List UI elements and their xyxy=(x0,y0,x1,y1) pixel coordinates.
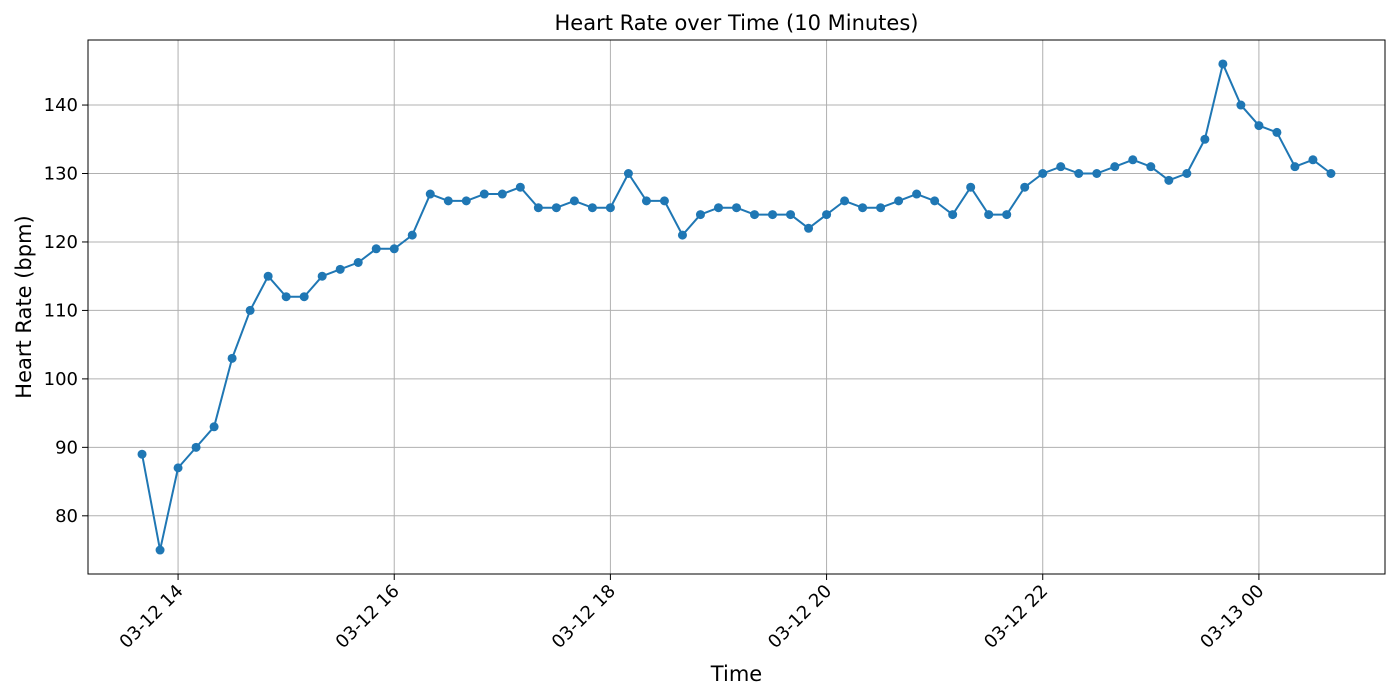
data-point xyxy=(876,203,886,213)
series-line-layer xyxy=(141,62,1332,552)
data-point xyxy=(317,271,327,281)
data-point xyxy=(966,182,976,192)
data-point xyxy=(695,210,705,220)
data-point xyxy=(948,210,958,220)
data-point xyxy=(984,210,994,220)
data-point xyxy=(371,244,381,254)
data-point xyxy=(677,230,687,240)
data-point xyxy=(1236,100,1246,110)
data-point xyxy=(912,189,922,199)
data-point xyxy=(840,196,850,206)
data-point xyxy=(479,189,489,199)
chart-title: Heart Rate over Time (10 Minutes) xyxy=(555,11,919,35)
data-point xyxy=(299,292,309,302)
grid-layer xyxy=(88,40,1385,574)
data-point xyxy=(1092,169,1102,178)
y-tick-label: 80 xyxy=(55,506,78,527)
data-point xyxy=(713,203,723,213)
data-point xyxy=(497,189,507,199)
data-point xyxy=(659,196,669,206)
data-point xyxy=(1164,175,1174,185)
data-point xyxy=(1074,169,1084,178)
data-point xyxy=(894,196,904,206)
data-point xyxy=(605,203,615,213)
data-point xyxy=(407,230,417,240)
data-point xyxy=(1002,210,1012,220)
y-axis-label: Heart Rate (bpm) xyxy=(12,215,36,398)
data-point xyxy=(1182,169,1192,178)
data-point xyxy=(750,210,760,220)
data-point xyxy=(930,196,940,206)
y-tick-label: 110 xyxy=(44,300,78,321)
data-point xyxy=(786,210,796,220)
data-point xyxy=(822,210,832,220)
data-point xyxy=(623,169,633,178)
x-tick-label: 03-12 20 xyxy=(764,581,836,653)
x-tick-label: 03-12 18 xyxy=(548,581,620,653)
data-point xyxy=(1146,162,1156,172)
data-point xyxy=(641,196,651,206)
data-point xyxy=(227,353,237,363)
y-tick-label: 90 xyxy=(55,437,78,458)
x-tick-label: 03-12 22 xyxy=(980,581,1052,653)
data-point xyxy=(515,182,525,192)
data-point xyxy=(1128,155,1138,165)
data-point xyxy=(1254,121,1264,131)
x-tick-label: 03-12 16 xyxy=(332,581,404,653)
y-tick-label: 140 xyxy=(44,95,78,116)
data-point xyxy=(1020,182,1030,192)
data-point-layer xyxy=(137,59,1336,555)
data-point xyxy=(461,196,471,206)
y-tick-label: 120 xyxy=(44,232,78,253)
y-tick-label: 100 xyxy=(44,369,78,390)
data-point xyxy=(1200,134,1210,144)
data-point xyxy=(245,305,255,315)
x-axis-label: Time xyxy=(710,662,762,686)
data-point xyxy=(191,442,201,452)
data-point xyxy=(443,196,453,206)
data-point xyxy=(1038,169,1048,178)
data-point xyxy=(1308,155,1318,165)
data-point xyxy=(281,292,291,302)
x-tick-label: 03-13 00 xyxy=(1196,581,1268,653)
x-tick-label: 03-12 14 xyxy=(116,581,188,653)
data-point xyxy=(263,271,273,281)
series-line xyxy=(141,62,1332,552)
data-point xyxy=(1056,162,1066,172)
data-point xyxy=(137,449,147,459)
plot-frame xyxy=(87,39,1386,575)
data-point xyxy=(587,203,597,213)
data-point xyxy=(1290,162,1300,172)
data-point xyxy=(551,203,561,213)
data-point xyxy=(768,210,778,220)
data-point xyxy=(732,203,741,213)
data-point xyxy=(335,264,345,274)
data-point xyxy=(173,463,183,473)
data-point xyxy=(804,223,814,233)
data-point xyxy=(155,545,165,555)
data-point xyxy=(858,203,868,213)
data-point xyxy=(1326,169,1336,178)
y-tick-label: 130 xyxy=(44,164,78,185)
data-point xyxy=(209,422,219,432)
data-point xyxy=(389,244,399,254)
data-point xyxy=(1110,162,1120,172)
data-point xyxy=(1218,59,1228,69)
data-point xyxy=(569,196,579,206)
data-point xyxy=(1272,127,1282,137)
data-point xyxy=(533,203,543,213)
data-point xyxy=(425,189,435,199)
data-point xyxy=(353,258,363,267)
